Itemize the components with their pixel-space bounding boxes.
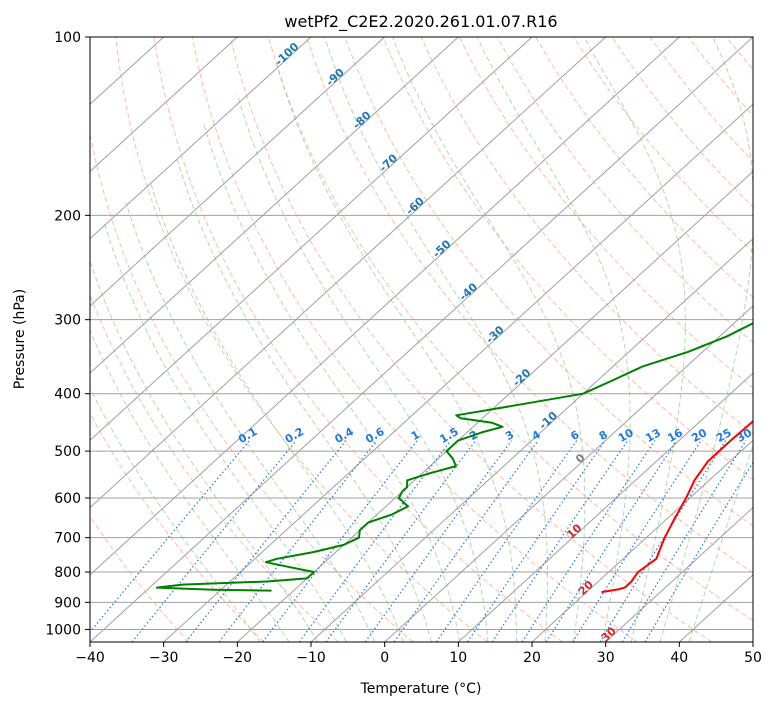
mixing-ratio-line (491, 440, 629, 642)
isotherm-line (605, 506, 753, 642)
isotherm-line (457, 372, 753, 642)
isotherm-line (310, 237, 753, 642)
mixing-ratio-line (466, 440, 606, 642)
mixing-ratio-line (572, 440, 702, 642)
dry-adiabat (420, 37, 753, 435)
x-tick-label: −10 (296, 650, 326, 666)
dry-adiabat (268, 37, 753, 622)
mixing-ratio-line (621, 440, 747, 642)
moist-adiabat (688, 444, 753, 642)
x-axis-title: Temperature (°C) (360, 681, 482, 697)
moist-adiabat (149, 180, 404, 642)
mixing-ratio-line (325, 440, 476, 642)
mixing-ratio-line (545, 440, 678, 642)
mixing-ratio-line (435, 440, 578, 642)
x-tick-label: −40 (75, 650, 105, 666)
moist-adiabat (203, 123, 461, 642)
moist-adiabat (103, 221, 347, 642)
moist-adiabat (583, 37, 686, 642)
moist-adiabat (90, 328, 290, 642)
moist-adiabat (324, 37, 549, 642)
x-tick-label: 50 (744, 650, 762, 666)
isotherm-line (90, 37, 533, 442)
y-tick-label: 200 (54, 208, 81, 224)
dry-adiabat (90, 412, 264, 642)
y-tick-label: 600 (54, 491, 81, 507)
x-tick-label: 30 (597, 650, 615, 666)
moist-adiabat (90, 259, 319, 642)
x-tick-label: −20 (223, 650, 253, 666)
chart-title: wetPf2_C2E2.2020.261.01.07.R16 (284, 12, 557, 32)
y-tick-label: 900 (54, 595, 81, 611)
temperature-line (601, 419, 753, 594)
isotherm-line (90, 37, 753, 642)
isotherm-line (90, 37, 459, 374)
mixing-ratio-lines (90, 440, 753, 642)
moist-adiabat (659, 37, 753, 642)
dry-adiabat (496, 37, 753, 344)
y-tick-label: 1000 (45, 622, 81, 638)
y-tick-label: 100 (54, 30, 81, 46)
y-tick-label: 800 (54, 565, 81, 581)
isotherm-line (163, 103, 753, 642)
mixing-ratio-line (218, 440, 378, 642)
plot-frame (89, 36, 754, 643)
mixing-ratio-line (364, 440, 512, 642)
x-axis: −40 −30 −20 −10 0 10 20 30 40 50 (75, 642, 762, 666)
dry-adiabat (535, 37, 753, 298)
moist-adiabat (476, 37, 631, 642)
dry-adiabat (153, 37, 563, 642)
isotherm-line (90, 37, 238, 173)
isotherm-line (384, 305, 753, 642)
dry-adiabat (115, 37, 488, 642)
moist-adiabat (275, 61, 517, 642)
y-axis-title: Pressure (hPa) (12, 289, 28, 389)
isotherm-line (90, 37, 680, 576)
x-tick-label: 40 (670, 650, 688, 666)
y-tick-label: 300 (54, 313, 81, 329)
y-tick-label: 500 (54, 444, 81, 460)
isotherm-line (90, 37, 312, 240)
moist-adiabat (125, 201, 376, 642)
mixing-ratio-label: 30 (734, 426, 754, 445)
isotherm-line (90, 37, 607, 509)
dry-adiabat (382, 37, 753, 481)
x-tick-label: 20 (523, 650, 541, 666)
mixing-ratio-line (599, 440, 727, 642)
y-tick-label: 700 (54, 531, 81, 547)
skewed-isotherms (90, 37, 753, 642)
moist-adiabat (90, 387, 261, 642)
mixing-ratio-line (131, 440, 297, 642)
mixing-ratio-line (644, 461, 753, 642)
moist-adiabat (392, 37, 586, 642)
dewpoint-line (155, 322, 753, 592)
x-tick-label: 0 (380, 650, 389, 666)
sounding-series (155, 322, 753, 594)
plot-layers: -100-90-80-70-60-50-40-30-20-10010203040… (90, 37, 754, 642)
mixing-ratio-line (90, 440, 251, 633)
y-tick-label: 400 (54, 387, 81, 403)
mixing-ratio-line (521, 440, 656, 642)
isotherm-line (531, 439, 753, 642)
x-tick-label: −30 (149, 650, 179, 666)
x-tick-label: 10 (449, 650, 467, 666)
isotherm-line (90, 37, 386, 307)
dry-adiabat (306, 37, 753, 574)
isotherm-line (236, 170, 753, 642)
moist-adiabat (236, 94, 489, 642)
y-axis: 100 200 300 400 500 600 700 800 900 1000 (45, 30, 90, 638)
